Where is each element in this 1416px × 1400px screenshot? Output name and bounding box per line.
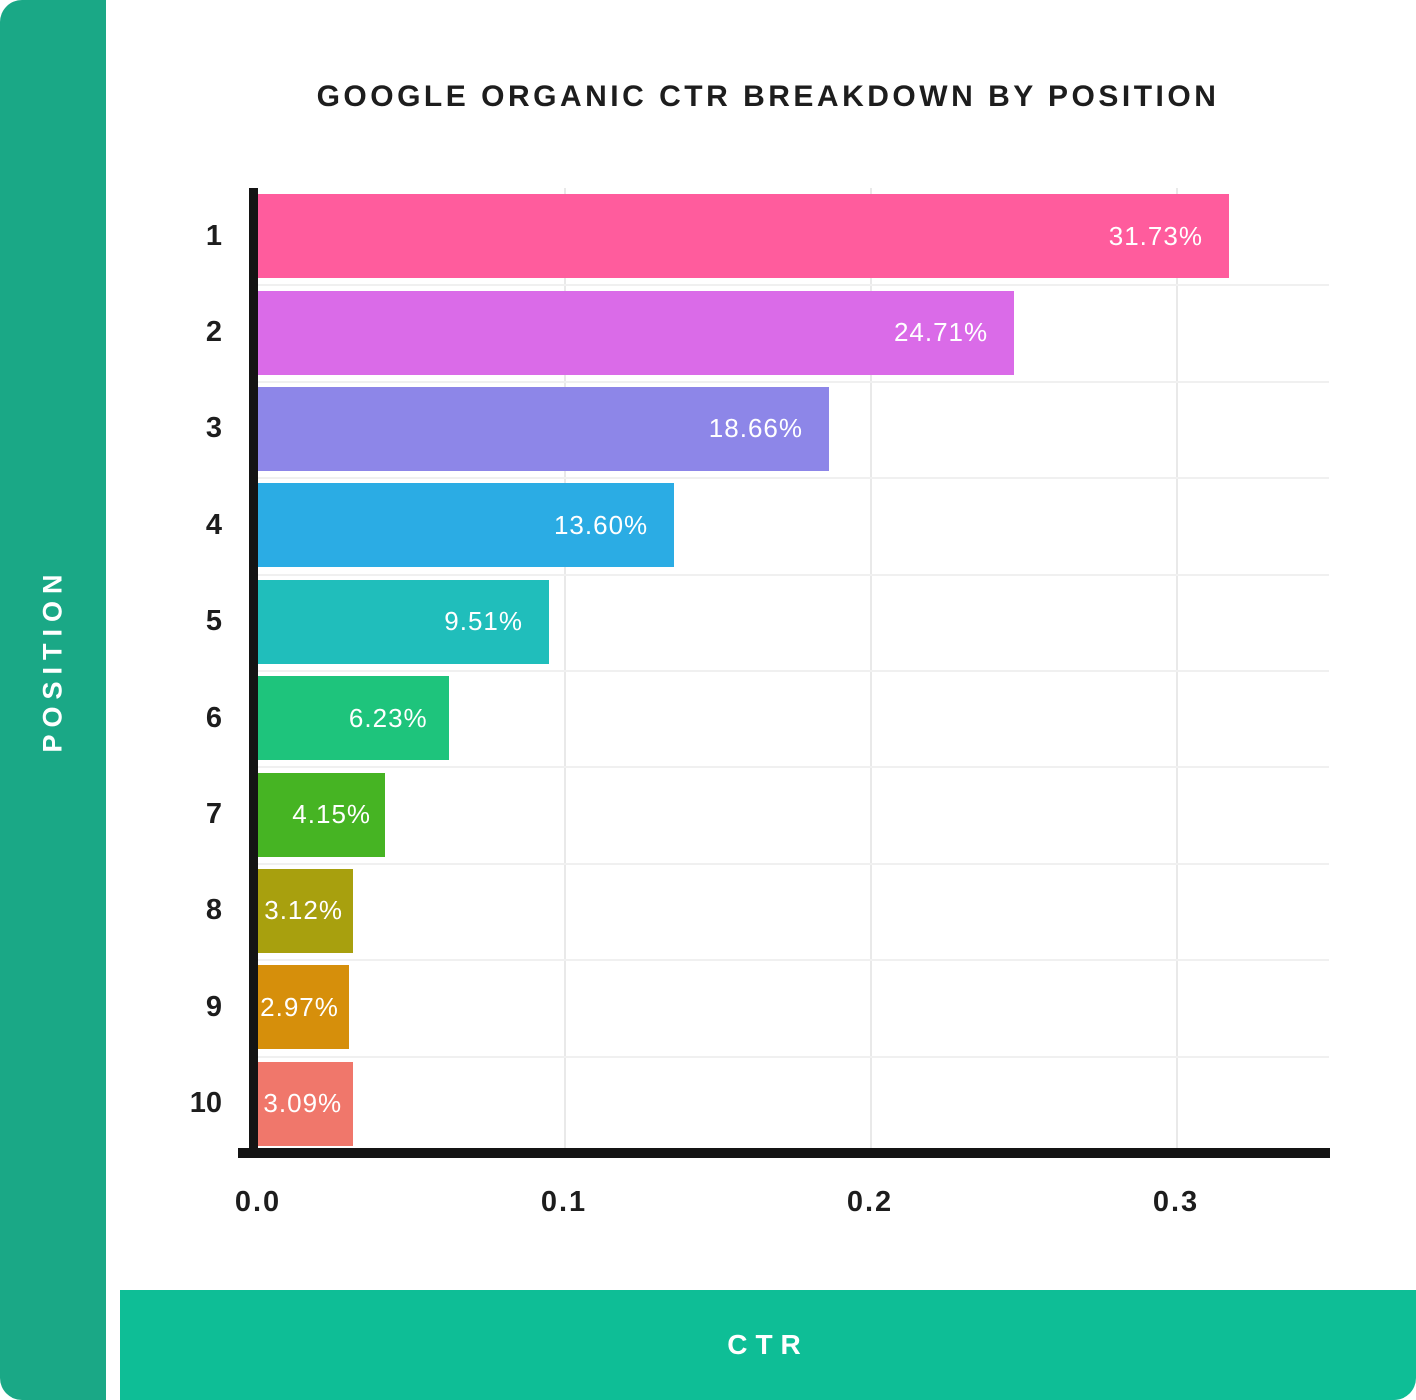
position-label: 8 [205,894,222,927]
bar-track: 3.09% [258,1061,1329,1146]
position-label: 5 [205,605,222,638]
position-label: 2 [205,316,222,349]
bar: 9.51% [258,579,549,664]
bar: 13.60% [258,483,675,568]
bar-track: 31.73% [258,194,1329,279]
bar: 6.23% [258,676,449,761]
bar: 18.66% [258,386,829,471]
position-label: 1 [205,219,222,252]
x-axis-label: CTR [727,1329,809,1360]
gridline-horizontal [258,766,1329,769]
bar: 31.73% [258,194,1229,279]
bar: 3.09% [258,1061,353,1146]
x-tick-label: 0.3 [1152,1186,1200,1218]
bar-value-label: 2.97% [260,991,339,1022]
y-axis-strip: POSITION [0,0,106,1400]
bar-value-label: 13.60% [553,509,649,540]
gridline-horizontal [258,1055,1329,1058]
bar-value-label: 31.73% [1108,220,1203,251]
gridline-horizontal [258,573,1329,576]
x-tick-label: 0.1 [540,1186,588,1218]
gridline-horizontal [258,380,1329,383]
bar-value-label: 4.15% [292,799,372,830]
bar-value-label: 18.66% [708,413,803,444]
gridline-horizontal [258,477,1329,480]
gridline-horizontal [258,670,1329,672]
position-label: 7 [205,798,222,831]
bar-row: 5 9.51% [120,574,1329,670]
gridline-horizontal [258,284,1329,287]
bar-track: 18.66% [258,386,1329,471]
bar-row: 2 24.71% [120,284,1329,380]
y-axis-label: POSITION [37,567,68,753]
chart-card: GOOGLE ORGANIC CTR BREAKDOWN BY POSITION… [120,0,1416,1282]
bar-track: 6.23% [258,676,1329,761]
bar-value-label: 6.23% [348,702,428,733]
bar-value-label: 24.71% [893,317,989,348]
gridline-horizontal [258,959,1329,962]
bar: 4.15% [258,772,385,857]
bar-track: 24.71% [258,290,1329,375]
bar-track: 9.51% [258,579,1329,664]
bar-row: 4 13.60% [120,477,1329,573]
bar-row: 10 3.09% [120,1056,1329,1152]
bar-track: 13.60% [258,483,1329,568]
bar-track: 4.15% [258,772,1329,857]
bar-rows: 1 31.73% 2 24.71% 3 18.66% 4 13.60% 5 9.51% 6 6.23%… [120,188,1329,1152]
bar-row: 7 4.15% [120,766,1329,862]
bar-value-label: 3.12% [264,895,343,926]
x-axis-line [238,1148,1330,1158]
bar-row: 9 2.97% [120,959,1329,1055]
bar-value-label: 9.51% [444,606,523,637]
bar-track: 3.12% [258,868,1329,953]
bar-row: 3 18.66% [120,381,1329,477]
bar-value-label: 3.09% [263,1088,343,1119]
x-tick-labels: 0.0 0.1 0.2 0.3 [120,1186,1416,1226]
x-tick-label: 0.2 [846,1186,894,1218]
bar: 2.97% [258,965,349,1050]
position-label: 9 [205,990,222,1023]
position-label: 10 [189,1087,222,1120]
x-axis-strip: CTR [120,1290,1416,1400]
gridline-horizontal [258,862,1329,865]
x-tick-label: 0.0 [234,1186,282,1218]
plot-area: 1 31.73% 2 24.71% 3 18.66% 4 13.60% 5 9.51% 6 6.23%… [120,188,1329,1152]
bar: 3.12% [258,868,354,953]
bar: 24.71% [258,290,1015,375]
chart-title: GOOGLE ORGANIC CTR BREAKDOWN BY POSITION [316,80,1220,113]
bar-row: 8 3.12% [120,863,1329,959]
bar-row: 1 31.73% [120,188,1329,284]
bar-row: 6 6.23% [120,670,1329,766]
position-label: 4 [205,508,222,541]
position-label: 6 [205,701,222,734]
y-axis-line [249,188,258,1152]
bar-track: 2.97% [258,965,1329,1050]
position-label: 3 [205,412,222,445]
